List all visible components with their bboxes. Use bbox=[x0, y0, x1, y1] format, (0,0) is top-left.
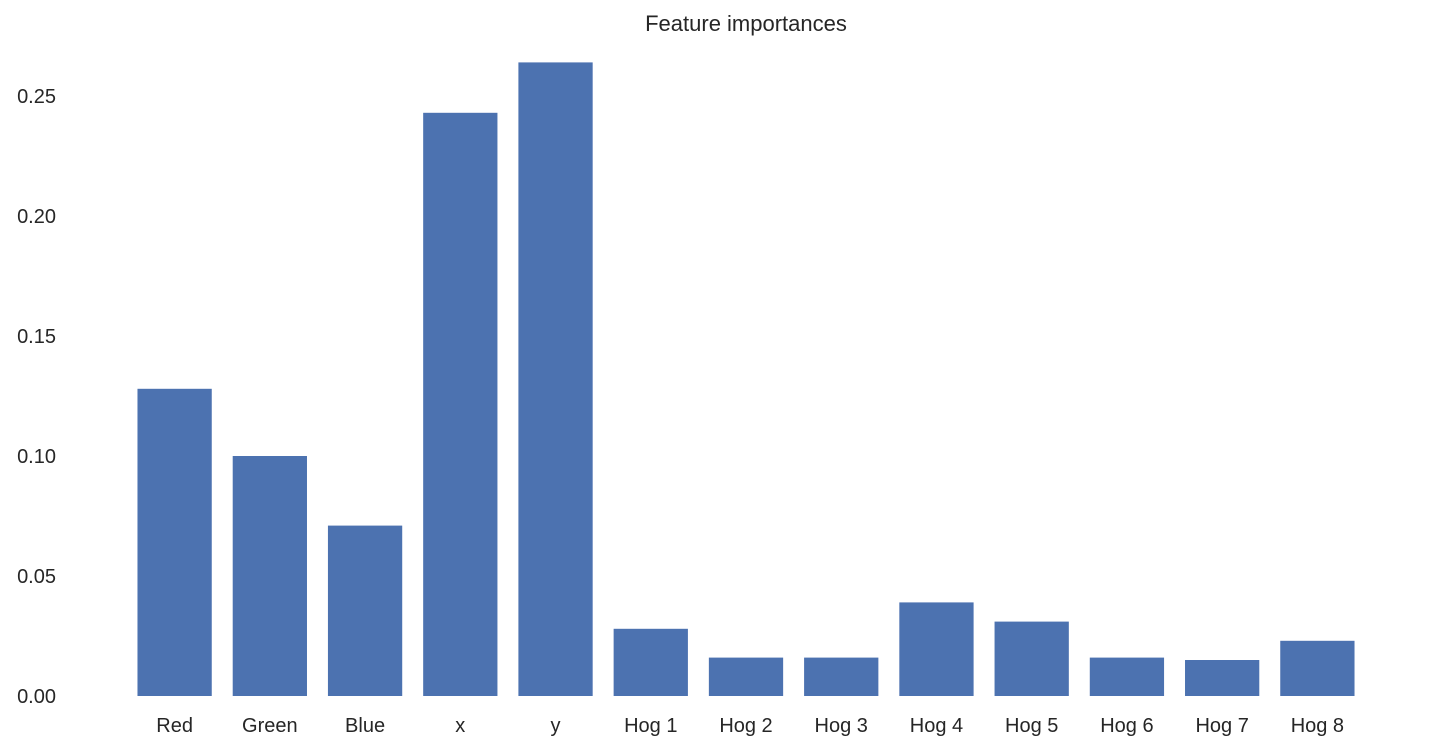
bar-green bbox=[232, 456, 307, 696]
x-tick-label: x bbox=[455, 715, 465, 737]
bar-x bbox=[423, 112, 498, 697]
x-tick-label: Hog 1 bbox=[624, 715, 677, 737]
x-tick-label: Hog 8 bbox=[1291, 715, 1344, 737]
bar-hog-2 bbox=[708, 657, 784, 696]
x-tick-label: Hog 4 bbox=[910, 715, 963, 737]
y-tick-label: 0.05 bbox=[17, 566, 56, 588]
bars-group bbox=[137, 62, 1355, 697]
x-tick-label: Hog 5 bbox=[1005, 715, 1058, 737]
chart-title: Feature importances bbox=[645, 11, 847, 36]
y-tick-label: 0.20 bbox=[17, 206, 56, 228]
bar-hog-6 bbox=[1089, 657, 1165, 696]
bar-hog-4 bbox=[899, 602, 974, 696]
y-axis: 0.00 0.05 0.10 0.15 0.20 0.25 bbox=[17, 86, 56, 708]
x-tick-label: Hog 6 bbox=[1100, 715, 1153, 737]
x-tick-label: Green bbox=[242, 715, 298, 737]
bar-hog-7 bbox=[1185, 660, 1260, 696]
y-tick-label: 0.15 bbox=[17, 326, 56, 348]
bar-y bbox=[518, 62, 593, 696]
y-tick-label: 0.25 bbox=[17, 86, 56, 108]
x-tick-label: Hog 2 bbox=[719, 715, 772, 737]
x-axis: Red Green Blue x y Hog 1 Hog 2 Hog 3 Hog 4 Hog 5 H… bbox=[156, 715, 1344, 737]
x-tick-label: Red bbox=[156, 715, 193, 737]
bar-red bbox=[137, 388, 212, 696]
y-tick-label: 0.10 bbox=[17, 446, 56, 468]
x-tick-label: Hog 7 bbox=[1195, 715, 1248, 737]
bar-blue bbox=[327, 525, 403, 696]
x-tick-label: Blue bbox=[345, 715, 385, 737]
x-tick-label: y bbox=[551, 715, 561, 737]
y-tick-label: 0.00 bbox=[17, 686, 56, 708]
bar-hog-1 bbox=[613, 628, 688, 696]
bar-hog-8 bbox=[1280, 640, 1355, 696]
bar-hog-5 bbox=[994, 621, 1069, 696]
bar-hog-3 bbox=[804, 657, 879, 696]
x-tick-label: Hog 3 bbox=[815, 715, 868, 737]
